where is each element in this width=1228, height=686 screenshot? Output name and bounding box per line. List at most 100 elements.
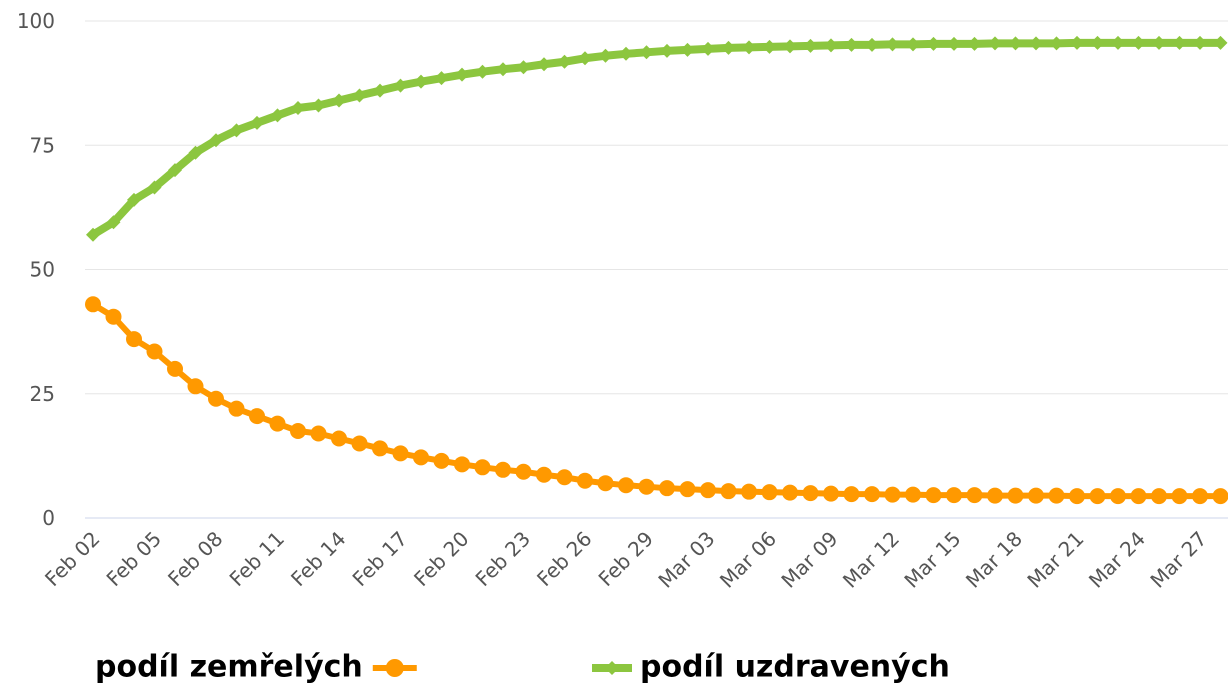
point [700, 482, 716, 499]
point [1110, 488, 1126, 505]
point [946, 487, 962, 504]
point [167, 360, 183, 377]
point [474, 459, 491, 476]
point [434, 71, 449, 86]
point [516, 60, 531, 75]
point [393, 78, 408, 93]
point [782, 484, 798, 501]
point [577, 472, 593, 489]
point [455, 67, 469, 82]
point [597, 475, 614, 492]
point [987, 487, 1003, 504]
point [761, 484, 778, 501]
x-tick-label: Feb 26 [532, 527, 597, 592]
point [269, 415, 286, 432]
point [413, 449, 429, 466]
point [865, 37, 879, 52]
point [106, 215, 121, 230]
point [228, 400, 245, 417]
x-tick-label: Feb 29 [594, 527, 659, 592]
series-line [91, 301, 1221, 500]
legend-label: podíl uzdravených [640, 650, 950, 685]
y-tick-label: 25 [30, 382, 55, 406]
point [1089, 488, 1106, 505]
x-tick-label: Feb 17 [348, 527, 413, 592]
point [291, 100, 305, 115]
y-tick-label: 100 [17, 9, 55, 33]
point [1212, 488, 1228, 505]
point [1029, 36, 1043, 51]
point [926, 36, 941, 51]
point [475, 64, 490, 79]
point [127, 192, 141, 207]
x-tick-label: Mar 18 [961, 527, 1027, 593]
point [947, 36, 961, 51]
x-tick-label: Mar 06 [715, 527, 781, 593]
point [352, 88, 367, 103]
point [537, 57, 551, 72]
point [1090, 35, 1105, 50]
y-tick-label: 0 [42, 506, 55, 530]
point [351, 435, 368, 452]
point [126, 331, 142, 348]
point [966, 487, 983, 504]
point [598, 48, 613, 63]
point [844, 37, 859, 52]
point [619, 46, 633, 61]
point [905, 486, 921, 503]
point [1213, 35, 1228, 50]
x-tick-label: Mar 03 [653, 527, 719, 593]
point [105, 308, 122, 325]
point [168, 163, 182, 178]
x-tick-label: Feb 05 [102, 527, 167, 592]
point [639, 45, 654, 60]
point [988, 36, 1002, 51]
point [557, 54, 572, 69]
point [209, 133, 223, 148]
point [925, 487, 942, 504]
point [1028, 487, 1044, 504]
point [885, 37, 900, 52]
point [659, 480, 675, 497]
point [638, 478, 655, 495]
point [515, 463, 532, 480]
x-tick-label: Mar 24 [1084, 527, 1150, 593]
point [721, 40, 736, 55]
point [311, 98, 326, 113]
x-tick-label: Feb 14 [286, 527, 351, 592]
point [147, 180, 162, 195]
point [679, 481, 696, 498]
legend-symbol [385, 659, 404, 677]
point [270, 108, 285, 123]
point [1151, 488, 1167, 505]
point [1049, 36, 1064, 51]
point [392, 445, 409, 462]
point [188, 145, 203, 160]
point [742, 40, 756, 55]
point [1131, 35, 1146, 50]
point [680, 42, 695, 57]
point [762, 39, 777, 54]
point [86, 227, 100, 242]
point [208, 390, 224, 407]
point [556, 469, 573, 486]
x-tick-label: Mar 21 [1022, 527, 1088, 593]
x-tick-label: Mar 15 [899, 527, 965, 593]
point [414, 74, 428, 89]
point [229, 123, 244, 138]
series-line [90, 38, 1221, 239]
point [290, 423, 306, 440]
y-tick-label: 50 [30, 258, 55, 282]
point [433, 452, 450, 469]
point [250, 115, 264, 130]
point [741, 483, 757, 500]
x-tick-label: Feb 23 [471, 527, 536, 592]
point [864, 486, 880, 503]
point [495, 461, 511, 478]
point [146, 343, 163, 360]
point [967, 36, 982, 51]
point [372, 440, 388, 457]
point [85, 296, 101, 313]
